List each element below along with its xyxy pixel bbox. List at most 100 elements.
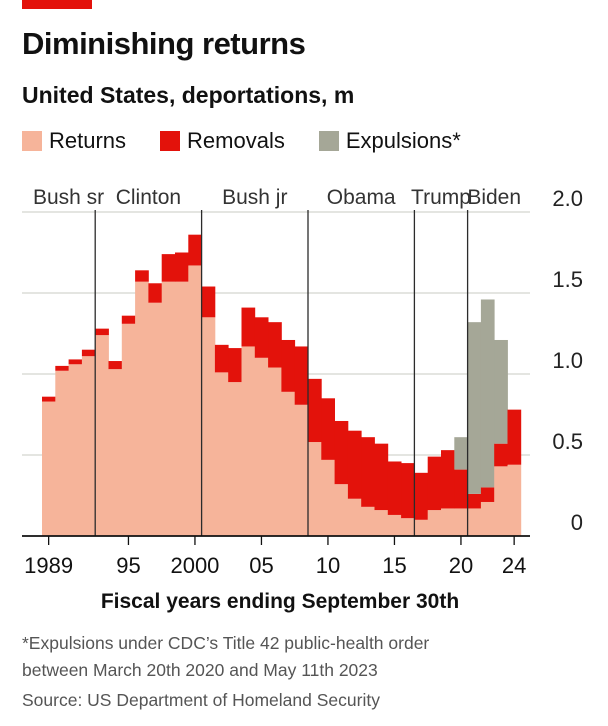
bar-removals-2012 — [347, 430, 362, 499]
x-tick-label-2015: 15 — [382, 553, 406, 578]
bar-removals-2015 — [387, 461, 402, 515]
bar-returns-1990 — [55, 370, 69, 536]
bar-returns-2009 — [308, 442, 322, 536]
bar-removals-2016 — [401, 463, 415, 519]
bar-removals-2017 — [414, 472, 429, 520]
bar-returns-2018 — [427, 510, 442, 536]
bar-removals-1992 — [81, 349, 96, 357]
bar-returns-2011 — [334, 484, 349, 536]
bar-returns-2016 — [401, 518, 415, 536]
bar-removals-2007 — [281, 339, 296, 392]
bar-removals-1999 — [175, 252, 189, 282]
bar-returns-2003 — [228, 382, 242, 536]
x-axis-label: Fiscal years ending September 30th — [100, 590, 460, 613]
legend-item-removals: Removals — [160, 128, 285, 154]
x-tick-label-2005: 05 — [249, 553, 273, 578]
bar-removals-1991 — [68, 359, 83, 365]
bar-returns-2017 — [414, 519, 429, 536]
admin-label-bush-sr: Bush sr — [33, 186, 104, 209]
admin-label-bush-jr: Bush jr — [222, 186, 287, 209]
bar-returns-1999 — [175, 281, 189, 536]
bar-returns-2001 — [201, 317, 216, 536]
legend-label-expulsions: Expulsions* — [345, 128, 461, 153]
admin-label-clinton: Clinton — [116, 186, 181, 209]
bar-returns-1995 — [121, 323, 136, 536]
bar-removals-2021 — [467, 493, 482, 509]
x-tick-label-2000: 2000 — [170, 553, 219, 578]
bar-removals-2004 — [241, 307, 256, 347]
bar-expulsions-2023 — [494, 339, 508, 444]
legend: Returns Removals Expulsions* — [22, 128, 495, 154]
bar-returns-2014 — [374, 510, 389, 536]
source-note: Source: US Department of Homeland Securi… — [22, 690, 380, 710]
y-tick-label-2-0: 2.0 — [552, 186, 583, 211]
bar-expulsions-2020 — [454, 437, 468, 470]
bar-returns-1989 — [42, 401, 56, 536]
bar-removals-1998 — [161, 254, 176, 282]
bar-returns-2015 — [387, 514, 402, 536]
x-tick-label-2024: 24 — [502, 553, 526, 578]
bar-removals-2006 — [268, 322, 282, 368]
bar-returns-2019 — [441, 508, 455, 536]
legend-swatch-expulsions — [318, 131, 339, 151]
legend-label-returns: Returns — [49, 128, 127, 153]
bar-removals-2022 — [480, 487, 495, 502]
x-tick-label-2010: 10 — [316, 553, 340, 578]
bar-removals-2013 — [361, 437, 375, 507]
bar-returns-2022 — [480, 501, 495, 536]
bar-returns-1993 — [95, 335, 109, 536]
admin-label-biden: Biden — [467, 186, 521, 209]
bar-removals-1996 — [135, 270, 149, 282]
bar-returns-1994 — [108, 369, 123, 536]
bar-removals-2002 — [214, 344, 229, 373]
admin-label-trump: Trump — [411, 186, 471, 209]
y-tick-label-1-0: 1.0 — [552, 348, 583, 373]
bar-removals-1994 — [108, 361, 123, 370]
bar-expulsions-2021 — [467, 322, 482, 494]
bar-removals-1997 — [148, 283, 163, 303]
bar-removals-2014 — [374, 443, 389, 511]
footnote-line-2: between March 20th 2020 and May 11th 202… — [22, 660, 378, 680]
legend-item-returns: Returns — [22, 128, 126, 154]
bar-returns-2021 — [467, 508, 482, 536]
bar-removals-2010 — [321, 398, 335, 460]
legend-swatch-returns — [22, 131, 42, 151]
bar-returns-2013 — [361, 506, 375, 536]
footnote-line-1: *Expulsions under CDC’s Title 42 public-… — [22, 633, 430, 653]
bar-removals-1990 — [55, 365, 69, 371]
bar-expulsions-2022 — [480, 299, 495, 488]
bar-removals-2001 — [201, 286, 216, 318]
bar-returns-2006 — [268, 367, 282, 536]
bar-removals-2009 — [308, 378, 322, 443]
bar-returns-2000 — [188, 265, 202, 536]
bar-returns-2005 — [254, 357, 269, 536]
bar-removals-2005 — [254, 317, 269, 358]
legend-item-expulsions: Expulsions* — [318, 128, 461, 154]
bar-returns-1998 — [161, 281, 176, 536]
bar-returns-2007 — [281, 391, 296, 536]
admin-label-obama: Obama — [327, 186, 396, 209]
chart-subtitle: United States, deportations, m — [22, 82, 355, 108]
bar-removals-2000 — [188, 234, 202, 266]
bar-returns-2008 — [294, 404, 309, 536]
x-tick-label-2020: 20 — [449, 553, 473, 578]
y-tick-label-0: 0 — [571, 510, 583, 535]
bar-removals-2023 — [494, 443, 508, 467]
bar-returns-2010 — [321, 459, 335, 536]
bar-removals-1993 — [95, 328, 109, 336]
legend-swatch-removals — [160, 131, 181, 151]
legend-label-removals: Removals — [187, 128, 285, 153]
x-tick-label-1989: 1989 — [24, 553, 73, 578]
bar-returns-2012 — [347, 498, 362, 536]
bar-removals-2020 — [454, 469, 468, 509]
bar-removals-1995 — [121, 315, 136, 324]
bar-returns-2004 — [241, 346, 256, 536]
bar-returns-1997 — [148, 302, 163, 536]
bar-returns-2024 — [507, 464, 522, 536]
bar-returns-2002 — [214, 372, 229, 536]
bar-removals-2011 — [334, 420, 349, 485]
bar-removals-2003 — [228, 348, 242, 383]
chart-title: Diminishing returns — [22, 26, 306, 61]
y-tick-label-1-5: 1.5 — [552, 267, 583, 292]
